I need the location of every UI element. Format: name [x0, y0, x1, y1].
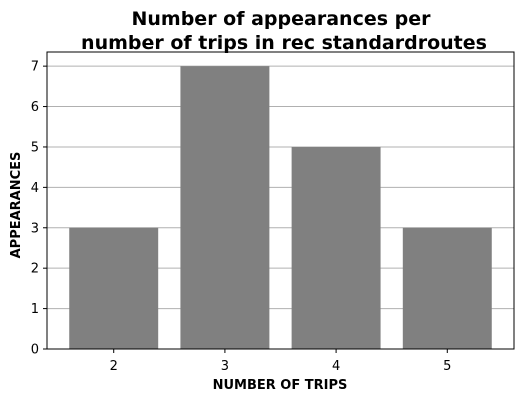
- x-tick-label: 2: [110, 359, 118, 374]
- chart-title-line-1: Number of appearances per: [131, 8, 431, 30]
- y-tick-label: 1: [31, 302, 39, 317]
- y-tick-label: 7: [31, 60, 39, 75]
- bar-3: [180, 66, 270, 350]
- y-tick-label: 3: [31, 221, 39, 236]
- bar-2: [69, 227, 159, 349]
- y-tick-label: 4: [31, 181, 39, 196]
- plot-area-frame: [46, 51, 515, 350]
- chart-title: Number of appearances per number of trip…: [81, 8, 487, 54]
- x-tick-label: 3: [221, 359, 229, 374]
- y-tick-label: 6: [31, 100, 39, 115]
- y-tick-label: 5: [31, 140, 39, 155]
- x-axis-ticks: 2 3 4 5: [110, 349, 451, 374]
- chart-title-line-2: number of trips in rec standardroutes: [81, 32, 487, 54]
- bar-5: [402, 227, 492, 349]
- y-tick-label: 0: [31, 343, 39, 358]
- y-axis-label: APPEARANCES: [9, 152, 24, 259]
- x-axis-label: NUMBER OF TRIPS: [213, 378, 348, 393]
- y-tick-label: 2: [31, 262, 39, 277]
- x-tick-label: 4: [332, 359, 340, 374]
- y-axis-ticks: 0 1 2 3 4 5 6 7: [31, 60, 47, 358]
- bar-4: [291, 146, 381, 349]
- bars: [69, 66, 492, 350]
- x-tick-label: 5: [443, 359, 451, 374]
